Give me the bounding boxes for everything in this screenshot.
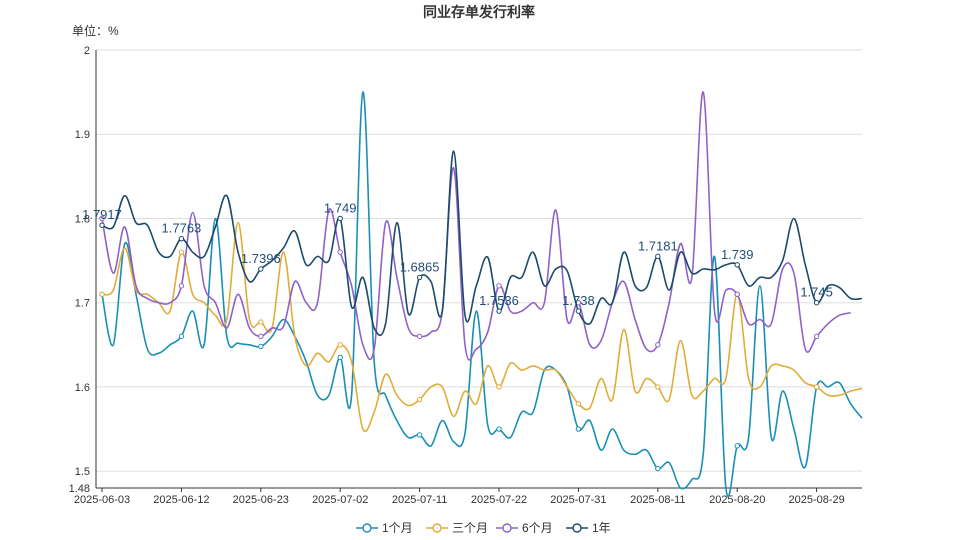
data-point <box>734 291 740 297</box>
series-lines <box>99 91 863 498</box>
data-point <box>416 432 423 438</box>
legend: 1个月 三个月 6个月 1年 <box>356 521 611 535</box>
legend-label: 三个月 <box>452 521 488 535</box>
chart-title: 同业存单发行利率 <box>423 4 535 20</box>
data-point <box>416 274 423 281</box>
data-point <box>258 343 264 350</box>
data-point <box>496 308 502 314</box>
legend-item-3[interactable]: 1年 <box>566 521 611 535</box>
data-point <box>734 443 740 449</box>
data-point <box>496 384 502 390</box>
data-label: 1.749 <box>324 200 357 215</box>
data-point <box>575 308 582 314</box>
data-point <box>337 342 343 348</box>
x-tick-label: 2025-06-03 <box>74 494 130 506</box>
series-line-2 <box>101 91 851 361</box>
data-label: 1.7536 <box>479 293 519 308</box>
x-tick-label: 2025-08-11 <box>630 494 685 506</box>
data-point <box>496 426 502 432</box>
x-axis: 2025-06-03 2025-06-12 2025-06-23 2025-07-02… <box>74 487 862 506</box>
data-point <box>337 354 343 361</box>
data-label: 1.7763 <box>162 221 202 236</box>
legend-item-0[interactable]: 1个月 <box>356 521 413 535</box>
y-tick-label: 1.48 <box>69 483 90 495</box>
data-point <box>178 235 185 242</box>
legend-label: 1个月 <box>382 521 413 535</box>
data-point <box>813 333 820 340</box>
y-tick-label: 1.6 <box>75 382 90 394</box>
data-point <box>416 396 423 403</box>
legend-marker <box>432 523 442 533</box>
data-label: 1.7181 <box>638 238 678 253</box>
data-labels: 1.7917 1.7763 1.7396 1.749 1.6865 1.7536 1.738… <box>82 200 833 308</box>
data-label: 1.738 <box>562 293 595 308</box>
data-point <box>99 222 105 228</box>
y-axis: 1.48 1.5 1.6 1.7 1.8 1.9 2 <box>69 45 97 495</box>
data-point <box>813 384 820 390</box>
data-point <box>258 333 264 340</box>
legend-label: 6个月 <box>522 521 553 535</box>
data-label: 1.7396 <box>241 251 281 266</box>
data-point <box>655 384 661 390</box>
x-tick-label: 2025-07-11 <box>392 494 447 506</box>
data-label: 1.745 <box>800 285 833 300</box>
series-line-3 <box>101 150 863 337</box>
data-point <box>655 465 661 472</box>
series-line-1 <box>101 221 863 433</box>
legend-item-1[interactable]: 三个月 <box>426 521 488 535</box>
y-tick-label: 2 <box>84 45 90 57</box>
data-point <box>178 283 185 289</box>
x-tick-label: 2025-07-22 <box>471 494 527 506</box>
data-point <box>655 342 661 348</box>
data-point <box>258 266 264 272</box>
legend-label: 1年 <box>592 521 611 535</box>
data-point <box>575 401 582 407</box>
legend-marker <box>502 523 512 533</box>
data-point <box>258 319 264 325</box>
data-point <box>416 333 423 340</box>
data-label: 1.7917 <box>82 207 122 222</box>
legend-item-2[interactable]: 6个月 <box>496 521 553 535</box>
data-point <box>655 253 661 260</box>
y-tick-label: 1.8 <box>75 213 90 225</box>
data-label: 1.6865 <box>400 259 440 274</box>
data-point <box>178 333 185 340</box>
legend-marker <box>572 523 582 533</box>
x-tick-label: 2025-08-20 <box>709 494 765 506</box>
data-point <box>813 299 820 306</box>
x-tick-label: 2025-07-02 <box>312 494 368 506</box>
data-label: 1.739 <box>721 247 754 262</box>
legend-marker <box>362 523 372 533</box>
data-point <box>99 215 105 222</box>
y-tick-label: 1.7 <box>75 298 90 310</box>
unit-label: 单位：% <box>72 23 119 38</box>
x-tick-label: 2025-07-31 <box>550 494 606 506</box>
data-point <box>734 262 740 268</box>
x-tick-label: 2025-06-12 <box>153 494 209 506</box>
data-point <box>99 291 105 297</box>
data-point <box>337 249 343 255</box>
y-tick-label: 1.9 <box>75 129 90 141</box>
x-tick-label: 2025-08-29 <box>788 494 844 506</box>
y-tick-label: 1.5 <box>75 466 90 478</box>
x-tick-label: 2025-06-23 <box>233 494 289 506</box>
data-point <box>337 215 343 222</box>
data-point <box>575 426 582 432</box>
data-point <box>496 283 502 289</box>
data-point <box>178 249 185 255</box>
